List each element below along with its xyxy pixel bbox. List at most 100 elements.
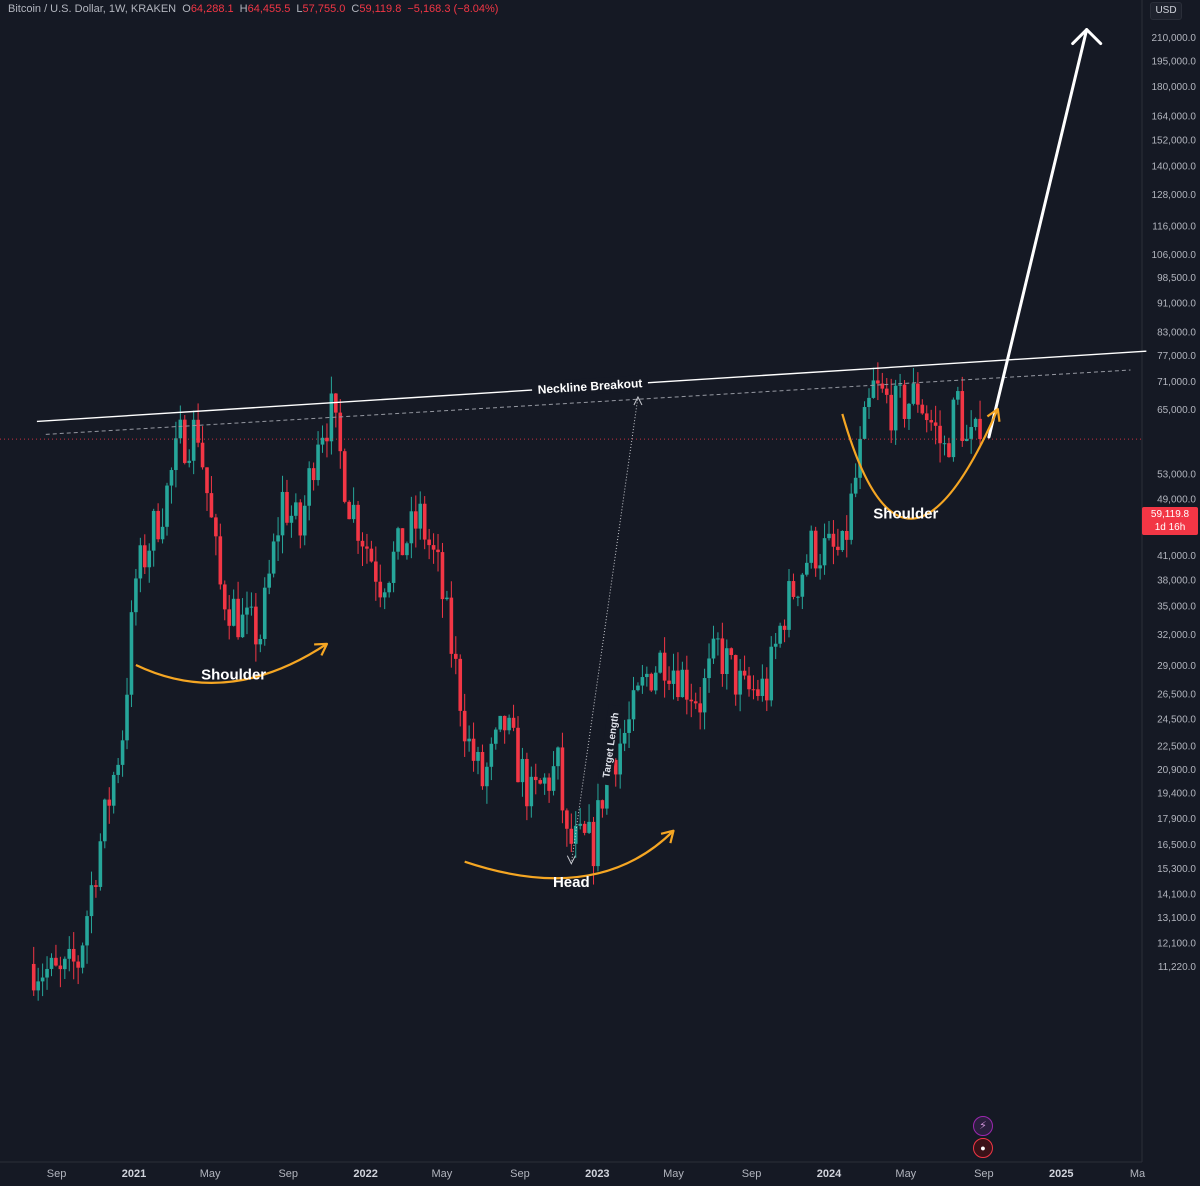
candle-body [502,715,507,731]
us-flag-icon[interactable]: ● [973,1138,993,1158]
candle-body [40,977,45,982]
candle-body [964,438,969,442]
currency-button[interactable]: USD [1150,2,1182,20]
candle-body [720,638,725,675]
candle-body [311,468,316,481]
candle-body [445,597,449,600]
target-label-bg [597,704,623,786]
candle-body [707,658,711,679]
candle-body [667,680,671,684]
candle-body [560,747,565,811]
candle-body [556,747,560,767]
candle-body [516,727,520,783]
candle-body [387,582,391,593]
candle-body [151,510,156,551]
candle-body [818,565,822,569]
high-label: H [239,3,248,15]
candle-body [742,670,747,676]
price-tick-label: 106,000.0 [1152,250,1197,261]
price-tick-label: 20,900.0 [1157,765,1196,776]
price-tick-label: 53,000.0 [1157,470,1196,481]
low-value: 57,755.0 [302,3,346,15]
candle-body [778,625,782,644]
right-shoulder-curve-arrow-head [986,407,1001,422]
candle-body [480,751,485,787]
candle-body [320,437,325,445]
candle-body [418,503,423,529]
candle-body [205,467,209,494]
time-tick-label: May [431,1168,452,1180]
candle-body [876,380,880,384]
price-tick-label: 26,500.0 [1157,690,1196,701]
candle-body [893,385,898,431]
candlestick-series [31,362,982,1001]
candle-body [902,384,907,419]
candle-body [196,419,200,443]
right-shoulder-curve [841,408,999,520]
pattern-label-shoulder: Shoulder [873,506,938,523]
candle-body [191,419,196,461]
candle-body [511,717,516,728]
candle-body [525,758,529,807]
candle-body [787,581,791,630]
price-tick-label: 77,000.0 [1157,351,1196,362]
candle-body [422,503,427,540]
candle-body [440,552,445,600]
candle-body [289,515,294,523]
candle-body [649,673,654,691]
candle-body [125,694,129,741]
candle-body [414,511,418,529]
candle-body [218,536,223,585]
candle-body [587,821,591,833]
candle-body [978,418,982,440]
candle-body [378,581,383,598]
candle-body [249,606,254,608]
candle-body [156,510,160,540]
price-tick-label: 41,000.0 [1157,551,1196,562]
candle-body [342,451,347,502]
price-tick-label: 22,500.0 [1157,741,1196,752]
pattern-label-head: Head [553,874,590,891]
candle-body [116,764,120,775]
price-tick-label: 12,100.0 [1157,938,1196,949]
symbol-legend: Bitcoin / U.S. Dollar, 1W, KRAKEN O64,28… [8,3,504,15]
candle-body [63,958,67,970]
open-value: 64,288.1 [190,3,234,15]
candle-body [533,776,538,781]
candle-body [476,751,480,761]
time-tick-label: Sep [47,1168,67,1180]
close-label: C [351,3,360,15]
last-price-tag: 59,119.8 1d 16h [1142,507,1198,535]
candle-body [920,404,925,414]
candle-body [809,530,814,563]
candle-body [618,743,622,775]
lightning-icon[interactable]: ⚡ [973,1116,993,1136]
candle-body [685,669,689,700]
candle-body [427,539,431,546]
candle-body [947,443,951,458]
last-price-value: 59,119.8 [1150,509,1190,520]
candle-body [174,438,178,471]
candle-body [565,810,569,829]
candle-body [884,388,889,395]
candle-body [462,710,467,742]
candle-body [347,501,351,520]
candle-body [80,945,85,968]
candle-body [849,493,854,540]
candle-body [276,535,280,542]
candle-body [529,776,534,807]
candle-body [796,596,800,598]
candle-body [858,438,862,478]
price-tick-label: 32,000.0 [1157,630,1196,641]
candle-body [551,766,556,791]
price-tick-label: 91,000.0 [1157,298,1196,309]
candle-body [591,821,596,867]
candle-body [54,957,58,966]
price-tick-label: 38,000.0 [1157,575,1196,586]
candle-body [938,425,942,444]
left-shoulder-curve-arrow-head [314,642,329,656]
candle-body [245,607,249,615]
price-tick-label: 29,000.0 [1157,661,1196,672]
candle-body [942,443,947,445]
